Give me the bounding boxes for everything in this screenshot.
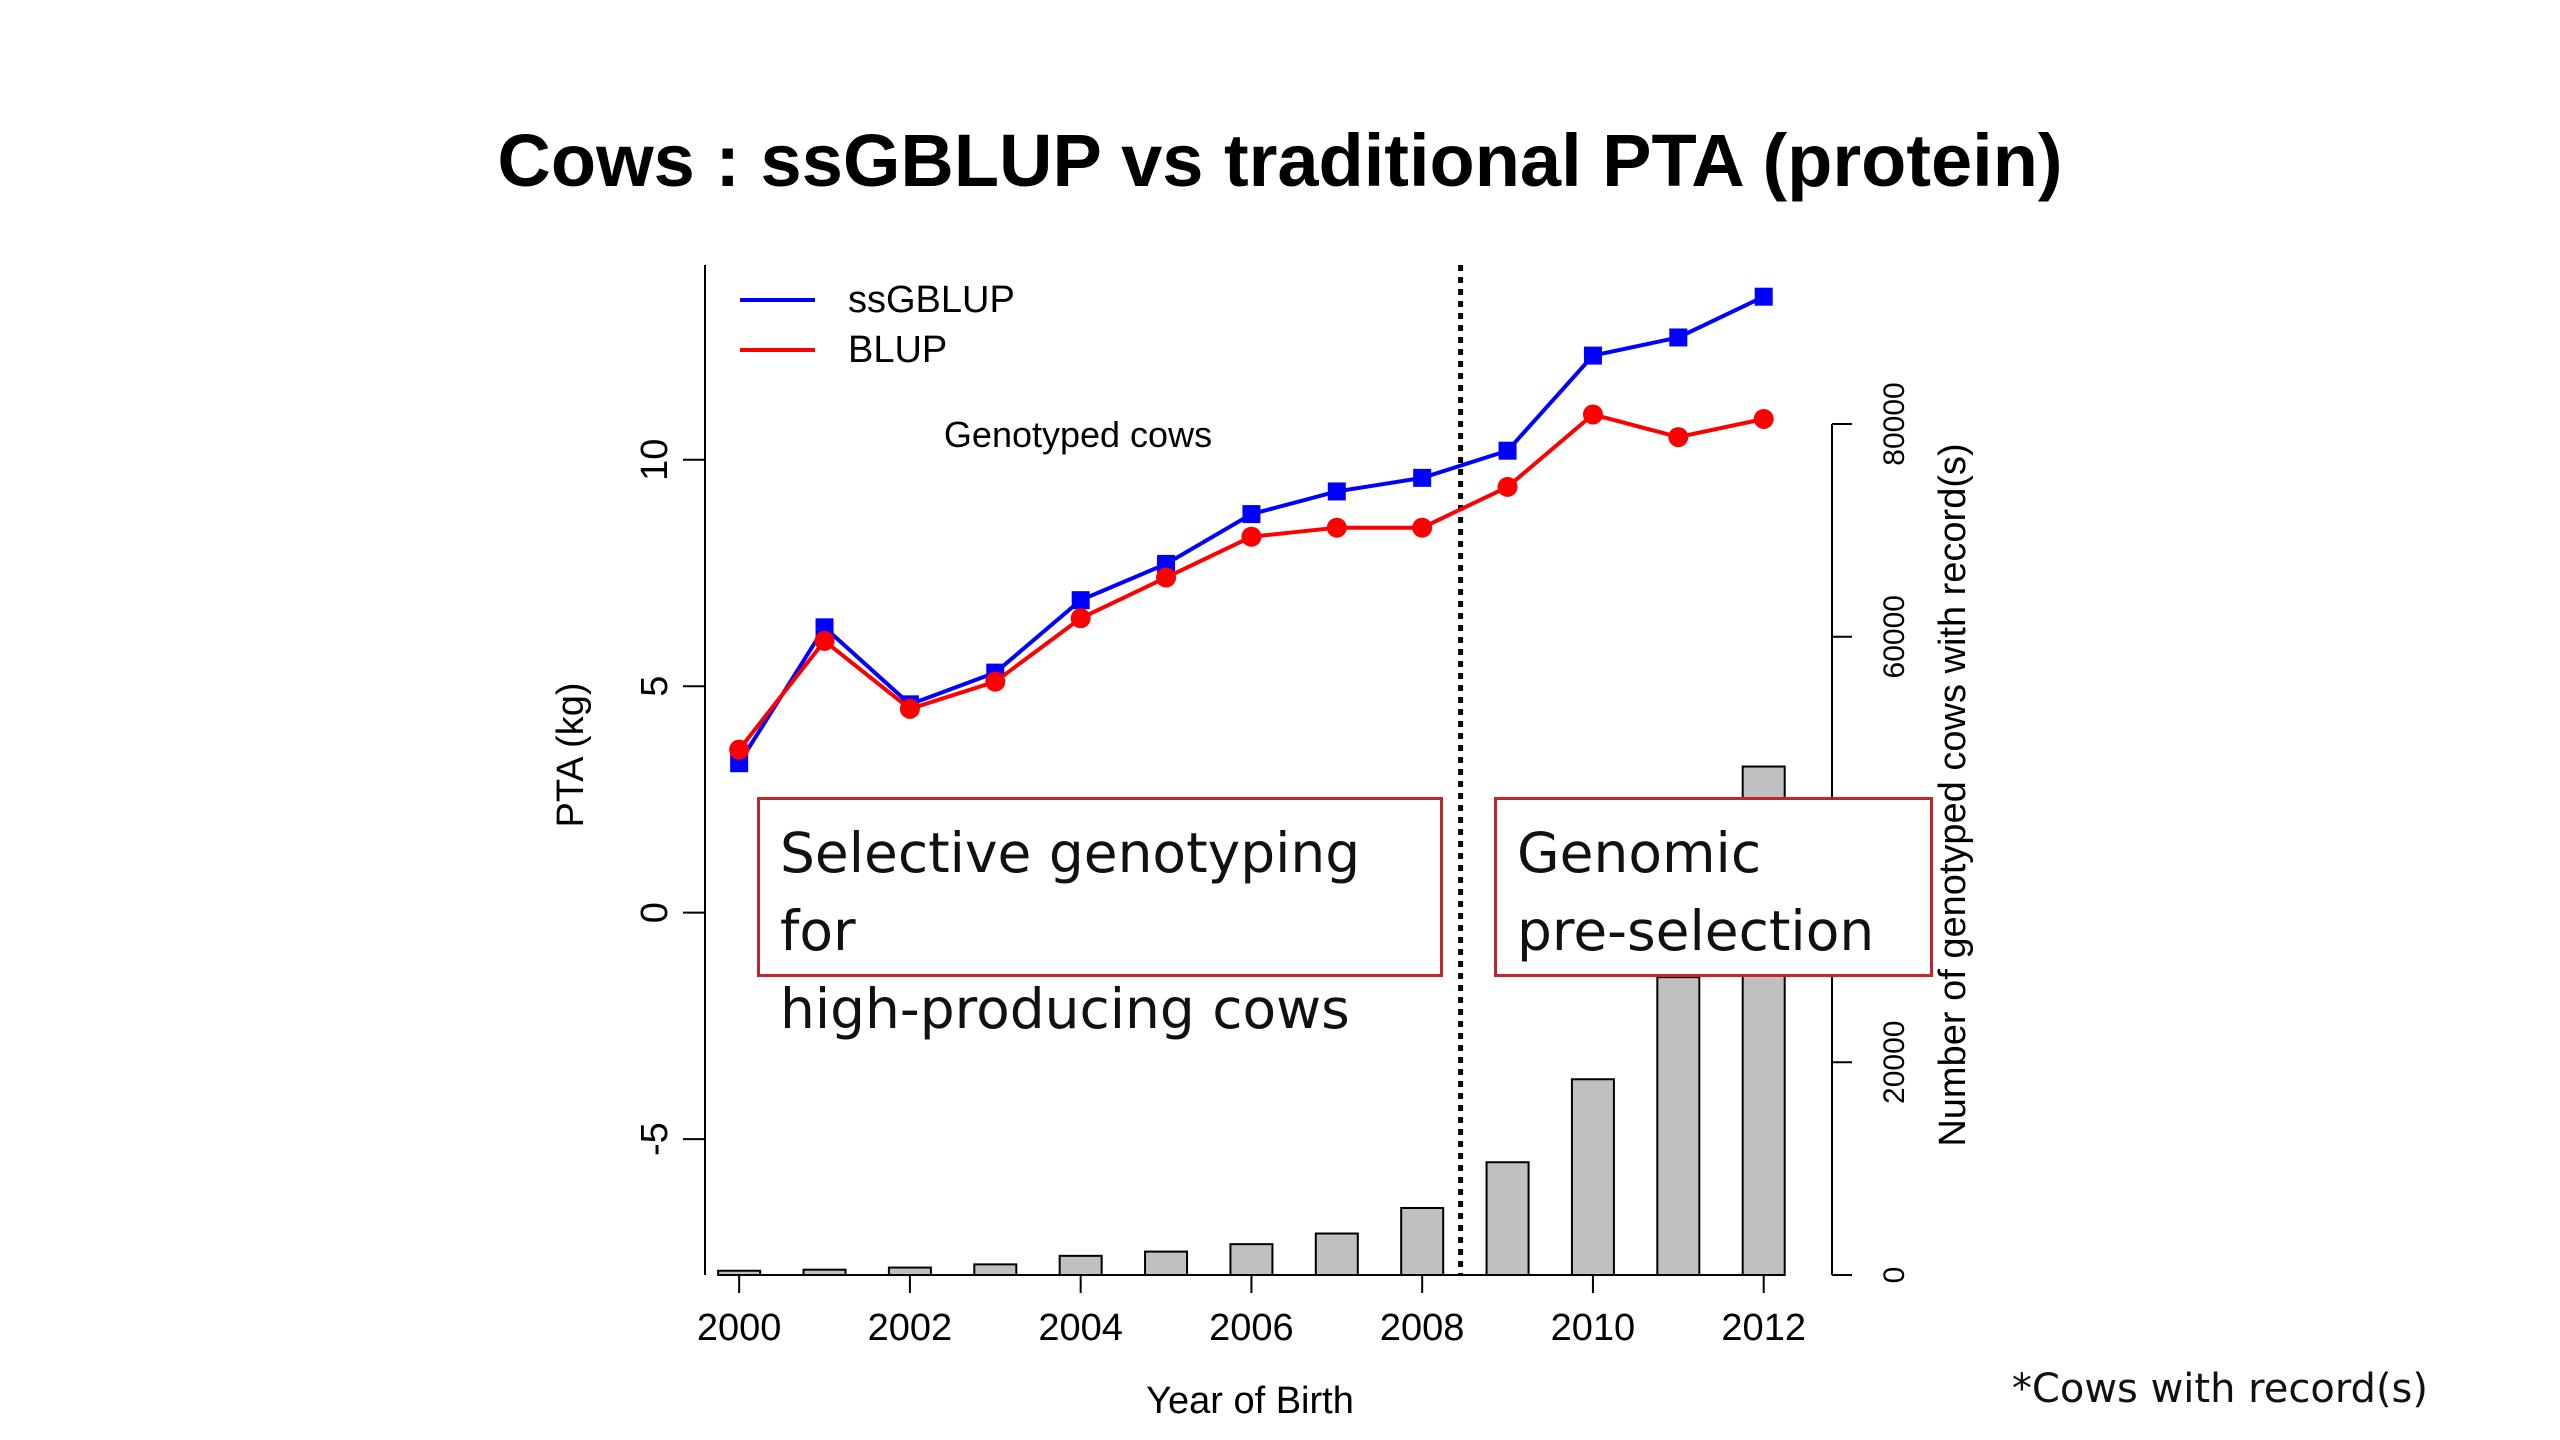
x-tick-label: 2008 (1380, 1307, 1465, 1349)
bar-2010 (1570, 1078, 1615, 1277)
point-BLUP-2010 (1582, 404, 1603, 425)
axes: -5 0 5 10 2000 2002 2004 2006 2008 2010 2012 0 20000… (634, 265, 1911, 1349)
x-tick-label: 2012 (1721, 1307, 1806, 1349)
line-BLUP (737, 412, 1765, 751)
point-BLUP-2002 (899, 698, 920, 719)
point-BLUP-2008 (1412, 517, 1433, 538)
legend-label-ssGBLUP: ssGBLUP (848, 279, 1015, 321)
bar-2004 (1058, 1254, 1103, 1277)
bar-2009 (1485, 1161, 1530, 1277)
y-tick-label: 0 (634, 902, 676, 923)
point-ssGBLUP-2008 (1413, 468, 1432, 487)
box-left-line2: high-producing cows (780, 977, 1350, 1041)
box-right-line1: Genomic (1517, 821, 1762, 885)
box-left-line1: Selective genotyping for (780, 821, 1361, 963)
point-ssGBLUP-2005 (1157, 554, 1176, 573)
point-BLUP-2004 (1070, 608, 1091, 629)
legend: ssGBLUP BLUP (740, 279, 1015, 371)
pta-series (729, 287, 1774, 773)
y2-axis-label: Number of genotyped cows with record(s) (1932, 443, 1974, 1146)
y2-tick-label: 80000 (1878, 382, 1911, 465)
bars-annotation: Genotyped cows (944, 414, 1212, 455)
point-BLUP-2001 (814, 630, 835, 651)
point-ssGBLUP-2010 (1583, 346, 1602, 365)
x-tick-label: 2002 (868, 1307, 953, 1349)
x-tick-label: 2006 (1209, 1307, 1294, 1349)
footnote: *Cows with record(s) (2011, 1366, 2428, 1412)
point-BLUP-2003 (985, 671, 1006, 692)
x-tick-label: 2000 (697, 1307, 782, 1349)
genotyped-cows-bars (717, 765, 1786, 1277)
bar-2008 (1400, 1206, 1445, 1277)
point-BLUP-2000 (729, 739, 750, 760)
bar-2007 (1314, 1232, 1359, 1277)
point-ssGBLUP-2001 (815, 618, 834, 637)
selective-genotyping-box: Selective genotyping for high-producing … (757, 797, 1443, 1041)
y-tick-label: 5 (634, 676, 676, 697)
slide-title: Cows : ssGBLUP vs traditional PTA (prote… (497, 119, 2063, 202)
point-BLUP-2011 (1668, 427, 1689, 448)
bar-2005 (1144, 1250, 1189, 1277)
bar-2003 (973, 1263, 1018, 1277)
y2-tick-label: 60000 (1878, 595, 1911, 678)
y-axis-label: PTA (kg) (550, 683, 592, 828)
point-ssGBLUP-2006 (1242, 505, 1261, 524)
bar-2002 (887, 1266, 932, 1276)
point-ssGBLUP-2000 (730, 754, 749, 773)
x-tick-label: 2004 (1038, 1307, 1123, 1349)
point-BLUP-2006 (1241, 526, 1262, 547)
point-BLUP-2007 (1326, 517, 1347, 538)
genomic-preselection-box: Genomic pre-selection (1494, 797, 1933, 977)
y-tick-label: 10 (634, 439, 676, 481)
point-ssGBLUP-2012 (1754, 287, 1773, 306)
point-ssGBLUP-2007 (1327, 482, 1346, 501)
point-ssGBLUP-2011 (1669, 328, 1688, 347)
y2-tick-label: 0 (1878, 1267, 1911, 1284)
bar-2011 (1656, 976, 1701, 1277)
point-ssGBLUP-2004 (1071, 591, 1090, 610)
point-BLUP-2009 (1497, 476, 1518, 497)
legend-label-BLUP: BLUP (848, 329, 947, 371)
x-axis-label: Year of Birth (1146, 1380, 1354, 1422)
y2-tick-label: 20000 (1878, 1021, 1911, 1104)
x-tick-label: 2010 (1551, 1307, 1636, 1349)
point-BLUP-2005 (1156, 567, 1177, 588)
bar-2006 (1229, 1243, 1274, 1276)
box-right-line2: pre-selection (1517, 899, 1875, 963)
point-ssGBLUP-2009 (1498, 441, 1517, 460)
y-tick-label: -5 (634, 1122, 676, 1156)
point-BLUP-2012 (1753, 408, 1774, 429)
